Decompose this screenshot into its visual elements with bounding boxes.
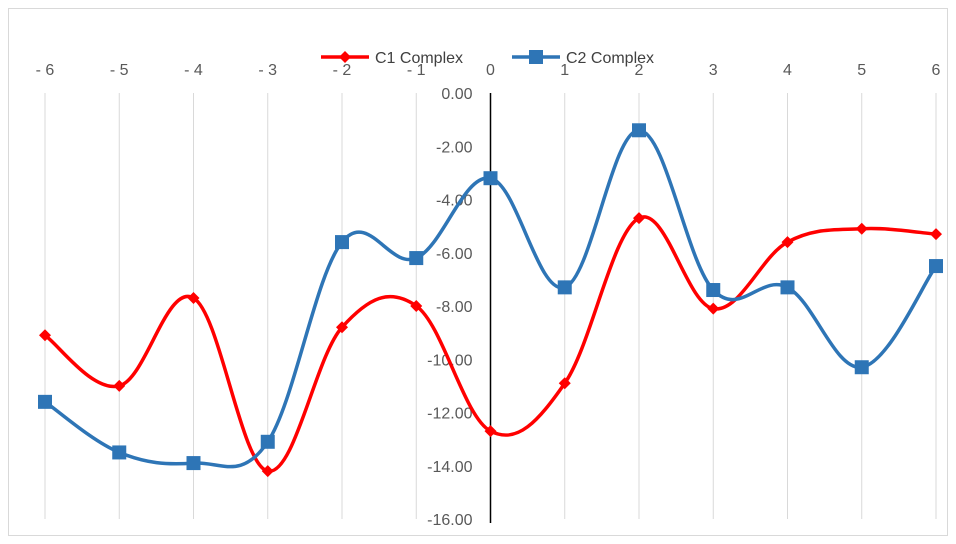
data-point (187, 292, 200, 305)
data-point (855, 222, 868, 235)
data-point (632, 123, 646, 138)
data-point (409, 251, 424, 266)
x-tick-label: - 4 (184, 62, 203, 79)
data-point (483, 171, 498, 186)
x-tick-label: - 1 (407, 62, 426, 79)
x-tick-label: - 3 (258, 62, 277, 79)
y-tick-label: -2.00 (436, 139, 473, 156)
x-tick-label: 6 (932, 62, 941, 79)
legend-label: C2 Complex (566, 50, 654, 67)
series-layer (38, 123, 943, 478)
data-point (39, 329, 51, 342)
data-point (557, 280, 572, 295)
series-2 (38, 123, 943, 471)
data-point (633, 212, 645, 225)
legend-item: C1 Complex (321, 50, 463, 67)
data-point (410, 300, 423, 312)
data-point (113, 379, 126, 392)
y-tick-label: -14.00 (427, 459, 472, 476)
x-tick-label: 5 (857, 62, 866, 79)
legend-item: C2 Complex (512, 50, 654, 67)
x-tick-label: 2 (635, 62, 644, 79)
x-tick-label: 3 (709, 62, 718, 79)
data-point (780, 280, 795, 295)
y-tick-label: -6.00 (436, 246, 473, 263)
legend-marker (529, 50, 543, 64)
y-tick-label: -4.00 (436, 193, 473, 210)
x-tick-label: - 6 (36, 62, 55, 79)
data-point (706, 283, 721, 298)
x-tick-label: - 5 (110, 62, 129, 79)
data-point (929, 259, 943, 274)
y-tick-label: 0.00 (441, 86, 472, 103)
y-tick-labels: 0.00-2.00-4.00-6.00-8.00-10.00-12.00-14.… (427, 86, 472, 529)
data-point (930, 228, 942, 241)
legend: C1 Complex C2 Complex (321, 50, 654, 67)
x-tick-label: 1 (560, 62, 569, 79)
data-point (854, 360, 869, 375)
chart-frame: 0.00 -2.00 -4.00 -6.00 -8.00 -10.00 -12.00 -14.… (8, 8, 948, 536)
data-point (707, 302, 720, 315)
data-point (260, 434, 275, 449)
series-1 (39, 212, 942, 478)
data-point (336, 321, 348, 334)
data-point (186, 456, 201, 471)
data-point (261, 465, 274, 478)
line-chart: 0.00-2.00-4.00-6.00-8.00-10.00-12.00-14.… (36, 50, 943, 529)
y-tick-label: -12.00 (427, 406, 472, 423)
data-point (335, 235, 349, 250)
x-tick-label: 4 (783, 62, 792, 79)
y-tick-label: -8.00 (436, 299, 473, 316)
data-point (484, 425, 497, 438)
x-tick-label: - 2 (333, 62, 352, 79)
y-tick-label: -16.00 (427, 512, 472, 529)
legend-marker (339, 51, 351, 63)
data-point (558, 377, 571, 390)
data-point (781, 236, 794, 249)
x-tick-label: 0 (486, 62, 495, 79)
legend-label: C1 Complex (375, 50, 463, 67)
data-point (38, 394, 52, 409)
data-point (112, 445, 127, 460)
x-tick-labels: - 6 - 5 - 4 - 3 - 2 - 1 0 1 2 3 4 5 6 (36, 62, 941, 79)
